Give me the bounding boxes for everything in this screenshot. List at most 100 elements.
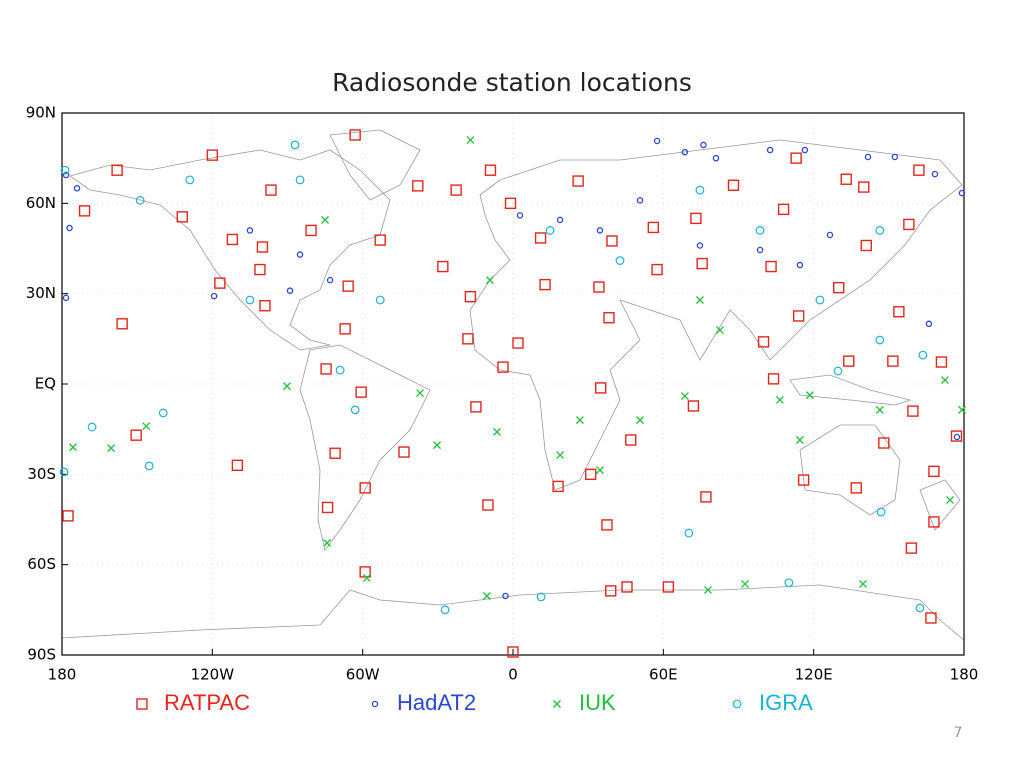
station-square xyxy=(928,516,940,528)
station-square xyxy=(359,482,371,494)
station-square xyxy=(398,446,410,458)
x-tick-label: 60E xyxy=(649,666,678,684)
station-cross xyxy=(940,376,949,385)
station-square xyxy=(887,355,899,367)
station-ring xyxy=(732,699,742,709)
y-tick-label: 30N xyxy=(26,284,56,302)
station-square xyxy=(412,180,424,192)
station-square xyxy=(687,400,700,412)
station-square xyxy=(539,278,551,291)
station-circle xyxy=(556,216,564,224)
station-cross xyxy=(636,416,644,425)
x-tick-label: 60W xyxy=(346,666,380,684)
station-cross xyxy=(69,443,77,452)
station-square xyxy=(893,306,905,318)
station-cross xyxy=(805,391,814,400)
station-square xyxy=(176,211,188,223)
station-square xyxy=(552,480,564,493)
x-tick-label: 180 xyxy=(950,666,979,684)
station-square xyxy=(767,373,780,385)
station-ring xyxy=(695,185,705,195)
station-cross xyxy=(695,296,704,304)
station-square xyxy=(860,239,872,252)
station-circle xyxy=(296,251,304,258)
station-circle xyxy=(864,153,872,161)
station-square xyxy=(621,581,633,593)
station-square xyxy=(594,382,607,394)
station-square xyxy=(259,300,271,312)
station-square xyxy=(256,241,269,253)
station-ring xyxy=(158,408,168,418)
station-square xyxy=(696,257,708,270)
station-cross xyxy=(553,700,561,708)
station-square xyxy=(349,129,361,141)
station-ring xyxy=(440,605,450,615)
station-circle xyxy=(210,292,218,300)
station-cross xyxy=(680,392,689,401)
station-ring xyxy=(755,226,765,235)
x-tick-label: 120W xyxy=(191,666,235,684)
station-cross xyxy=(741,579,749,588)
station-circle xyxy=(953,433,961,441)
station-ring xyxy=(290,140,300,150)
station-ring xyxy=(59,467,69,477)
station-square xyxy=(464,290,477,303)
station-circle xyxy=(371,700,379,708)
station-cross xyxy=(433,441,442,450)
station-square xyxy=(484,164,497,176)
x-tick-label: 180 xyxy=(48,666,77,684)
station-square xyxy=(606,235,618,247)
station-square xyxy=(925,612,937,624)
legend-label: HadAT2 xyxy=(397,690,476,715)
station-cross xyxy=(575,416,584,425)
station-circle xyxy=(73,185,81,192)
station-square xyxy=(374,234,386,246)
y-tick-label: 90S xyxy=(27,646,56,664)
station-circle xyxy=(891,153,899,161)
station-square xyxy=(601,519,613,531)
station-square xyxy=(593,281,605,293)
station-square xyxy=(928,465,940,478)
station-cross xyxy=(482,592,491,600)
station-circle xyxy=(516,212,524,219)
station-circle xyxy=(246,227,254,234)
station-cross xyxy=(466,136,475,145)
indonesia xyxy=(789,374,912,406)
station-circle xyxy=(700,141,707,149)
station-square xyxy=(662,581,675,593)
station-square xyxy=(792,310,805,322)
station-circle xyxy=(756,246,764,254)
station-cross xyxy=(946,495,954,504)
station-cross xyxy=(493,427,501,436)
station-cross xyxy=(323,539,332,547)
station-square xyxy=(206,149,219,161)
station-square xyxy=(116,318,128,330)
station-square xyxy=(214,277,226,289)
station-square xyxy=(470,401,482,413)
series-hadat2 xyxy=(62,137,966,600)
station-ring xyxy=(60,165,70,175)
station-cross xyxy=(283,382,291,391)
station-square xyxy=(935,356,948,368)
station-square xyxy=(339,323,351,335)
station-square xyxy=(78,205,91,217)
coastlines xyxy=(61,129,965,641)
station-square xyxy=(605,585,617,597)
station-circle xyxy=(712,154,720,162)
station-square xyxy=(651,263,663,276)
station-square xyxy=(913,164,925,176)
station-ring xyxy=(295,175,305,185)
station-square xyxy=(355,386,367,398)
station-circle xyxy=(326,276,334,284)
station-square xyxy=(305,224,317,237)
y-tick-label: 90N xyxy=(26,104,56,122)
legend-label: IGRA xyxy=(759,690,813,715)
station-square xyxy=(878,437,890,449)
station-cross xyxy=(362,573,371,582)
station-square xyxy=(905,542,918,554)
station-cross xyxy=(485,276,494,285)
y-tick-label: EQ xyxy=(35,375,56,393)
station-square xyxy=(647,221,660,234)
station-ring xyxy=(335,365,345,375)
station-ring xyxy=(350,405,360,415)
